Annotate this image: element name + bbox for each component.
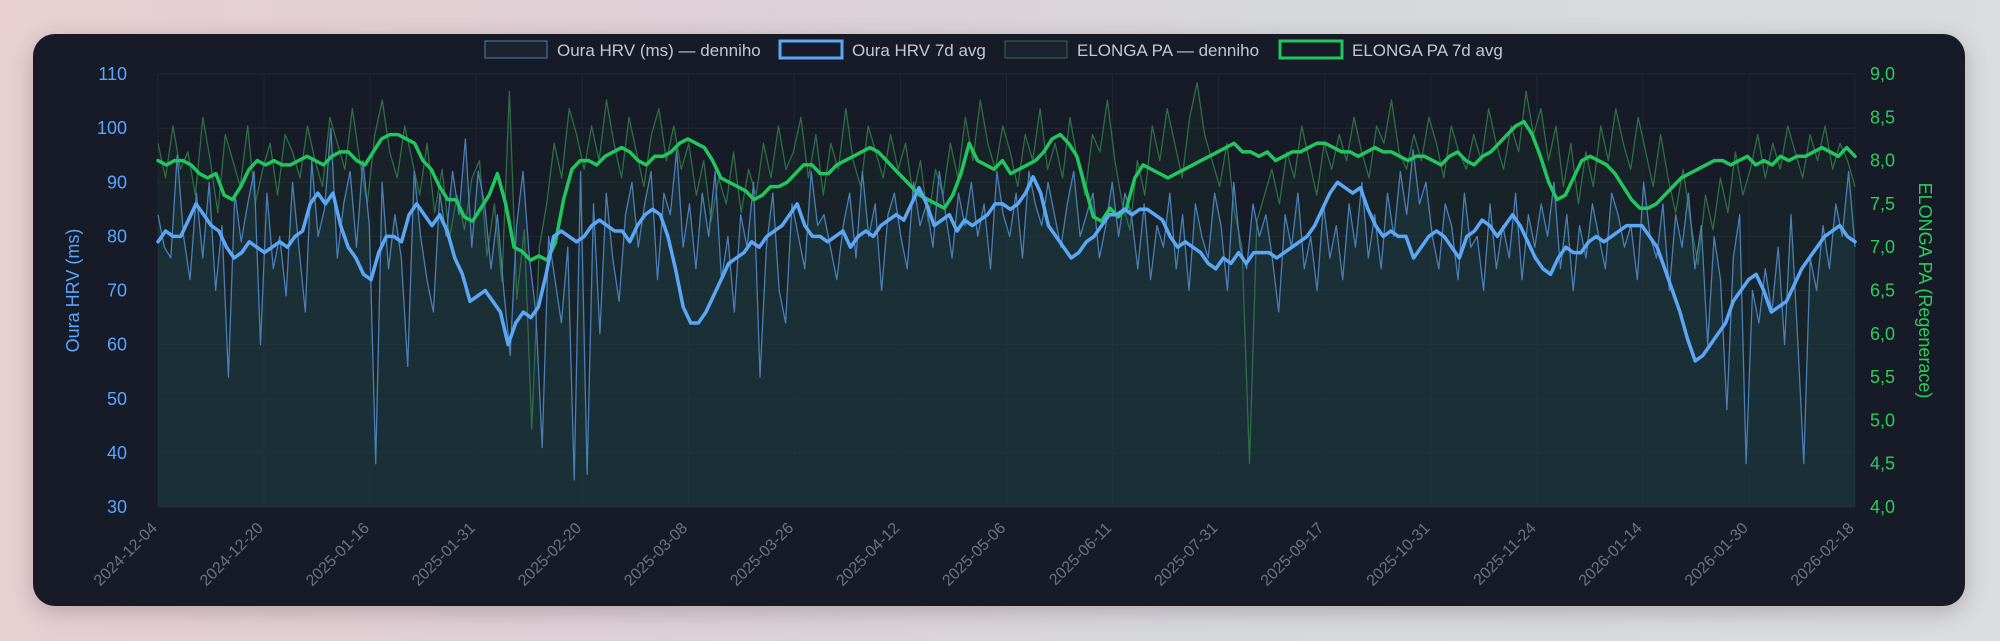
y-right-tick-label: 8,0 <box>1870 151 1895 171</box>
y-left-tick-label: 60 <box>107 335 127 355</box>
y-right-tick-label: 5,0 <box>1870 410 1895 430</box>
series-fill-elonga-daily <box>158 82 1855 507</box>
legend-swatch-2 <box>1004 40 1068 59</box>
y-right-tick-label: 6,0 <box>1870 324 1895 344</box>
legend-swatch-1 <box>778 39 844 60</box>
x-tick-label: 2025-11-24 <box>1471 520 1540 589</box>
x-tick-label: 2025-02-20 <box>515 520 585 590</box>
x-tick-label: 2026-01-30 <box>1682 520 1752 590</box>
legend-label-1: Oura HRV 7d avg <box>852 41 986 60</box>
y-left-tick-label: 40 <box>107 443 127 463</box>
x-tick-label: 2025-01-31 <box>409 520 479 590</box>
x-tick-label: 2025-07-31 <box>1152 520 1222 590</box>
y-left-tick-label: 100 <box>97 118 127 138</box>
series-line-elonga-daily <box>157 82 1856 465</box>
y-right-tick-label: 7,0 <box>1870 237 1895 257</box>
series-line-hrv-daily <box>157 127 1856 481</box>
legend-swatch-3 <box>1278 39 1344 60</box>
y-right-tick-label: 5,5 <box>1870 367 1895 387</box>
legend-label-3: ELONGA PA 7d avg <box>1352 41 1503 60</box>
x-tick-label: 2026-02-18 <box>1788 520 1858 590</box>
y-right-tick-label: 9,0 <box>1870 64 1895 84</box>
y-left-tick-label: 70 <box>107 281 127 301</box>
y-left-tick-label: 30 <box>107 497 127 517</box>
legend-label-2: ELONGA PA — denniho <box>1077 41 1259 60</box>
y-right-tick-label: 6,5 <box>1870 281 1895 301</box>
legend-swatch-0 <box>484 40 548 59</box>
x-tick-label: 2025-09-17 <box>1258 520 1328 590</box>
series-line-elonga-7d-avg <box>156 119 1857 262</box>
y-left-tick-label: 90 <box>107 172 127 192</box>
y-right-axis-title: ELONGA PA (Regenerace) <box>1915 183 1935 399</box>
x-tick-label: 2025-10-31 <box>1364 520 1434 590</box>
x-tick-label: 2025-05-06 <box>939 520 1009 590</box>
x-tick-label: 2025-03-08 <box>621 520 691 590</box>
chart-card: 30 40 50 60 70 80 90 100 110 4,0 4,5 5,0 5,5 6,0 6,5 7,… <box>33 34 1965 606</box>
x-tick-label: 2024-12-04 <box>91 520 161 590</box>
legend-label-0: Oura HRV (ms) — denniho <box>557 41 761 60</box>
x-tick-label: 2025-03-26 <box>727 520 797 590</box>
y-left-axis-title: Oura HRV (ms) <box>63 229 83 353</box>
y-right-tick-label: 4,0 <box>1870 497 1895 517</box>
x-tick-label: 2024-12-20 <box>197 520 267 590</box>
y-left-tick-label: 80 <box>107 226 127 246</box>
y-right-tick-label: 4,5 <box>1870 454 1895 474</box>
y-left-tick-label: 50 <box>107 389 127 409</box>
y-left-tick-label: 110 <box>98 64 127 84</box>
x-tick-label: 2025-06-11 <box>1046 520 1115 589</box>
hrv-elonga-chart: 30 40 50 60 70 80 90 100 110 4,0 4,5 5,0 5,5 6,0 6,5 7,… <box>63 39 1935 590</box>
x-tick-label: 2026-01-14 <box>1576 520 1646 590</box>
y-right-tick-label: 7,5 <box>1870 194 1895 214</box>
x-tick-label: 2025-01-16 <box>303 520 373 590</box>
y-right-tick-label: 8,5 <box>1870 107 1895 127</box>
x-tick-label: 2025-04-12 <box>833 520 903 590</box>
series-line-hrv-7d-avg <box>156 175 1857 363</box>
